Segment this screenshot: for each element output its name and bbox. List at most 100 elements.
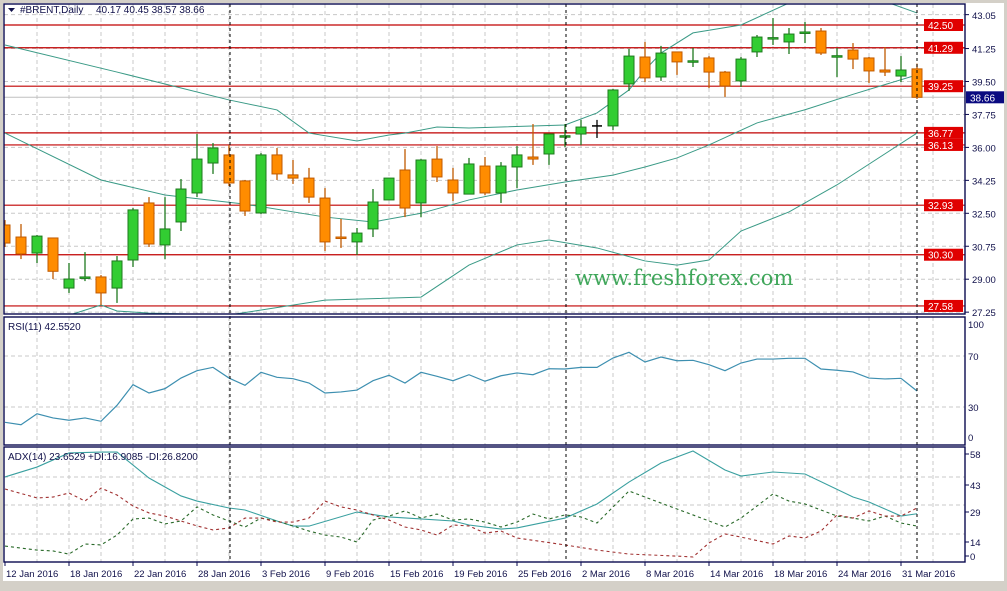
adx-line xyxy=(4,450,918,530)
candle-body xyxy=(271,154,283,175)
rsi-axis-label: 30 xyxy=(968,403,979,414)
level-label-box xyxy=(924,138,963,151)
main-header[interactable]: #BRENT,Daily 40.17 40.45 38.57 38.66 xyxy=(8,5,205,16)
candle xyxy=(447,167,459,202)
candle-body xyxy=(79,276,91,279)
time-axis-label: 14 Mar 2016 xyxy=(710,569,763,580)
rsi-line xyxy=(4,351,918,426)
bid-label-box xyxy=(966,91,1004,104)
candle xyxy=(223,144,235,186)
candle xyxy=(351,227,363,255)
level-label: 36.77 xyxy=(928,129,953,140)
rsi-panel-frame xyxy=(3,316,966,446)
candle-body xyxy=(351,232,363,243)
candle xyxy=(4,220,11,248)
time-axis-label: 18 Mar 2016 xyxy=(774,569,827,580)
candle-body xyxy=(799,31,811,34)
candle-body xyxy=(863,57,875,72)
candle-body xyxy=(623,55,635,85)
adx-panel-lines xyxy=(4,450,918,558)
adx-axis-label: 29 xyxy=(970,508,981,519)
candle-body xyxy=(159,228,171,246)
time-axis-label: 28 Jan 2016 xyxy=(198,569,250,580)
candle-body xyxy=(895,69,907,77)
candle-body xyxy=(831,55,843,58)
candle-body xyxy=(495,165,507,194)
candle xyxy=(623,48,635,91)
bollinger-lower-band xyxy=(71,132,918,314)
plus-di-line xyxy=(4,490,918,555)
price-axis-label: 34.25 xyxy=(972,176,996,187)
candle xyxy=(175,179,187,232)
candle xyxy=(367,189,379,238)
chart-background xyxy=(3,3,1004,581)
candle xyxy=(863,57,875,83)
level-label: 27.58 xyxy=(928,302,953,313)
time-axis-label: 9 Feb 2016 xyxy=(326,569,374,580)
time-axis-label: 12 Jan 2016 xyxy=(6,569,58,580)
candle-body xyxy=(111,260,123,289)
candle-body xyxy=(879,69,891,73)
candle-body xyxy=(4,224,11,244)
price-axis-label: 43.05 xyxy=(972,11,996,22)
triangle-down-icon[interactable] xyxy=(8,8,15,12)
candle xyxy=(815,28,827,55)
candle-body xyxy=(399,169,411,209)
symbol-label: #BRENT,Daily xyxy=(20,5,83,16)
level-label-box xyxy=(924,199,963,212)
candle xyxy=(847,43,859,70)
level-label-box xyxy=(924,248,963,261)
period-separators xyxy=(229,4,918,562)
candle xyxy=(911,63,923,100)
candle-body xyxy=(687,60,699,63)
panel-frames xyxy=(3,3,966,563)
level-label-box xyxy=(924,80,963,93)
candle xyxy=(495,162,507,203)
time-axis-label: 24 Mar 2016 xyxy=(838,569,891,580)
candle-body xyxy=(255,154,267,214)
candle xyxy=(559,124,571,148)
candle-body xyxy=(543,133,555,155)
candle xyxy=(783,28,795,54)
level-label-box xyxy=(924,41,963,54)
candle-body xyxy=(735,58,747,82)
ohlc-readout: 40.17 40.45 38.57 38.66 xyxy=(96,5,205,16)
candle-body xyxy=(783,33,795,43)
candle-body xyxy=(303,177,315,198)
candle xyxy=(592,119,602,138)
candle xyxy=(15,224,27,260)
candle xyxy=(239,179,251,216)
candle-body xyxy=(719,71,731,87)
adx-title: ADX(14) 23.6529 +DI:16.9085 -DI:26.8200 xyxy=(8,452,198,463)
candle-body xyxy=(607,89,619,127)
rsi-axis-label: 70 xyxy=(968,352,979,363)
candle xyxy=(159,197,171,260)
candle-body xyxy=(431,158,443,178)
candle xyxy=(191,134,203,198)
candle xyxy=(671,51,683,75)
time-axis-label: 15 Feb 2016 xyxy=(390,569,443,580)
candle-body xyxy=(47,237,59,272)
bollinger-middle-band xyxy=(4,74,918,223)
candle xyxy=(735,57,747,87)
candle xyxy=(271,147,283,180)
level-label: 32.93 xyxy=(928,201,953,212)
candle xyxy=(255,153,267,215)
candle xyxy=(383,177,395,201)
candle xyxy=(799,21,811,44)
candle-body xyxy=(703,57,715,73)
level-label: 30.30 xyxy=(928,251,953,262)
level-label: 39.25 xyxy=(928,82,953,93)
candle xyxy=(527,124,539,165)
price-axis-label: 32.50 xyxy=(972,209,996,220)
candle-body xyxy=(639,56,651,79)
main-panel-frame xyxy=(3,3,966,315)
watermark: www.freshforex.com xyxy=(575,266,793,290)
candle-body xyxy=(447,179,459,194)
candle xyxy=(767,18,779,45)
candle xyxy=(719,70,731,97)
candle xyxy=(463,157,475,195)
price-axis-label: 36.00 xyxy=(972,143,996,154)
